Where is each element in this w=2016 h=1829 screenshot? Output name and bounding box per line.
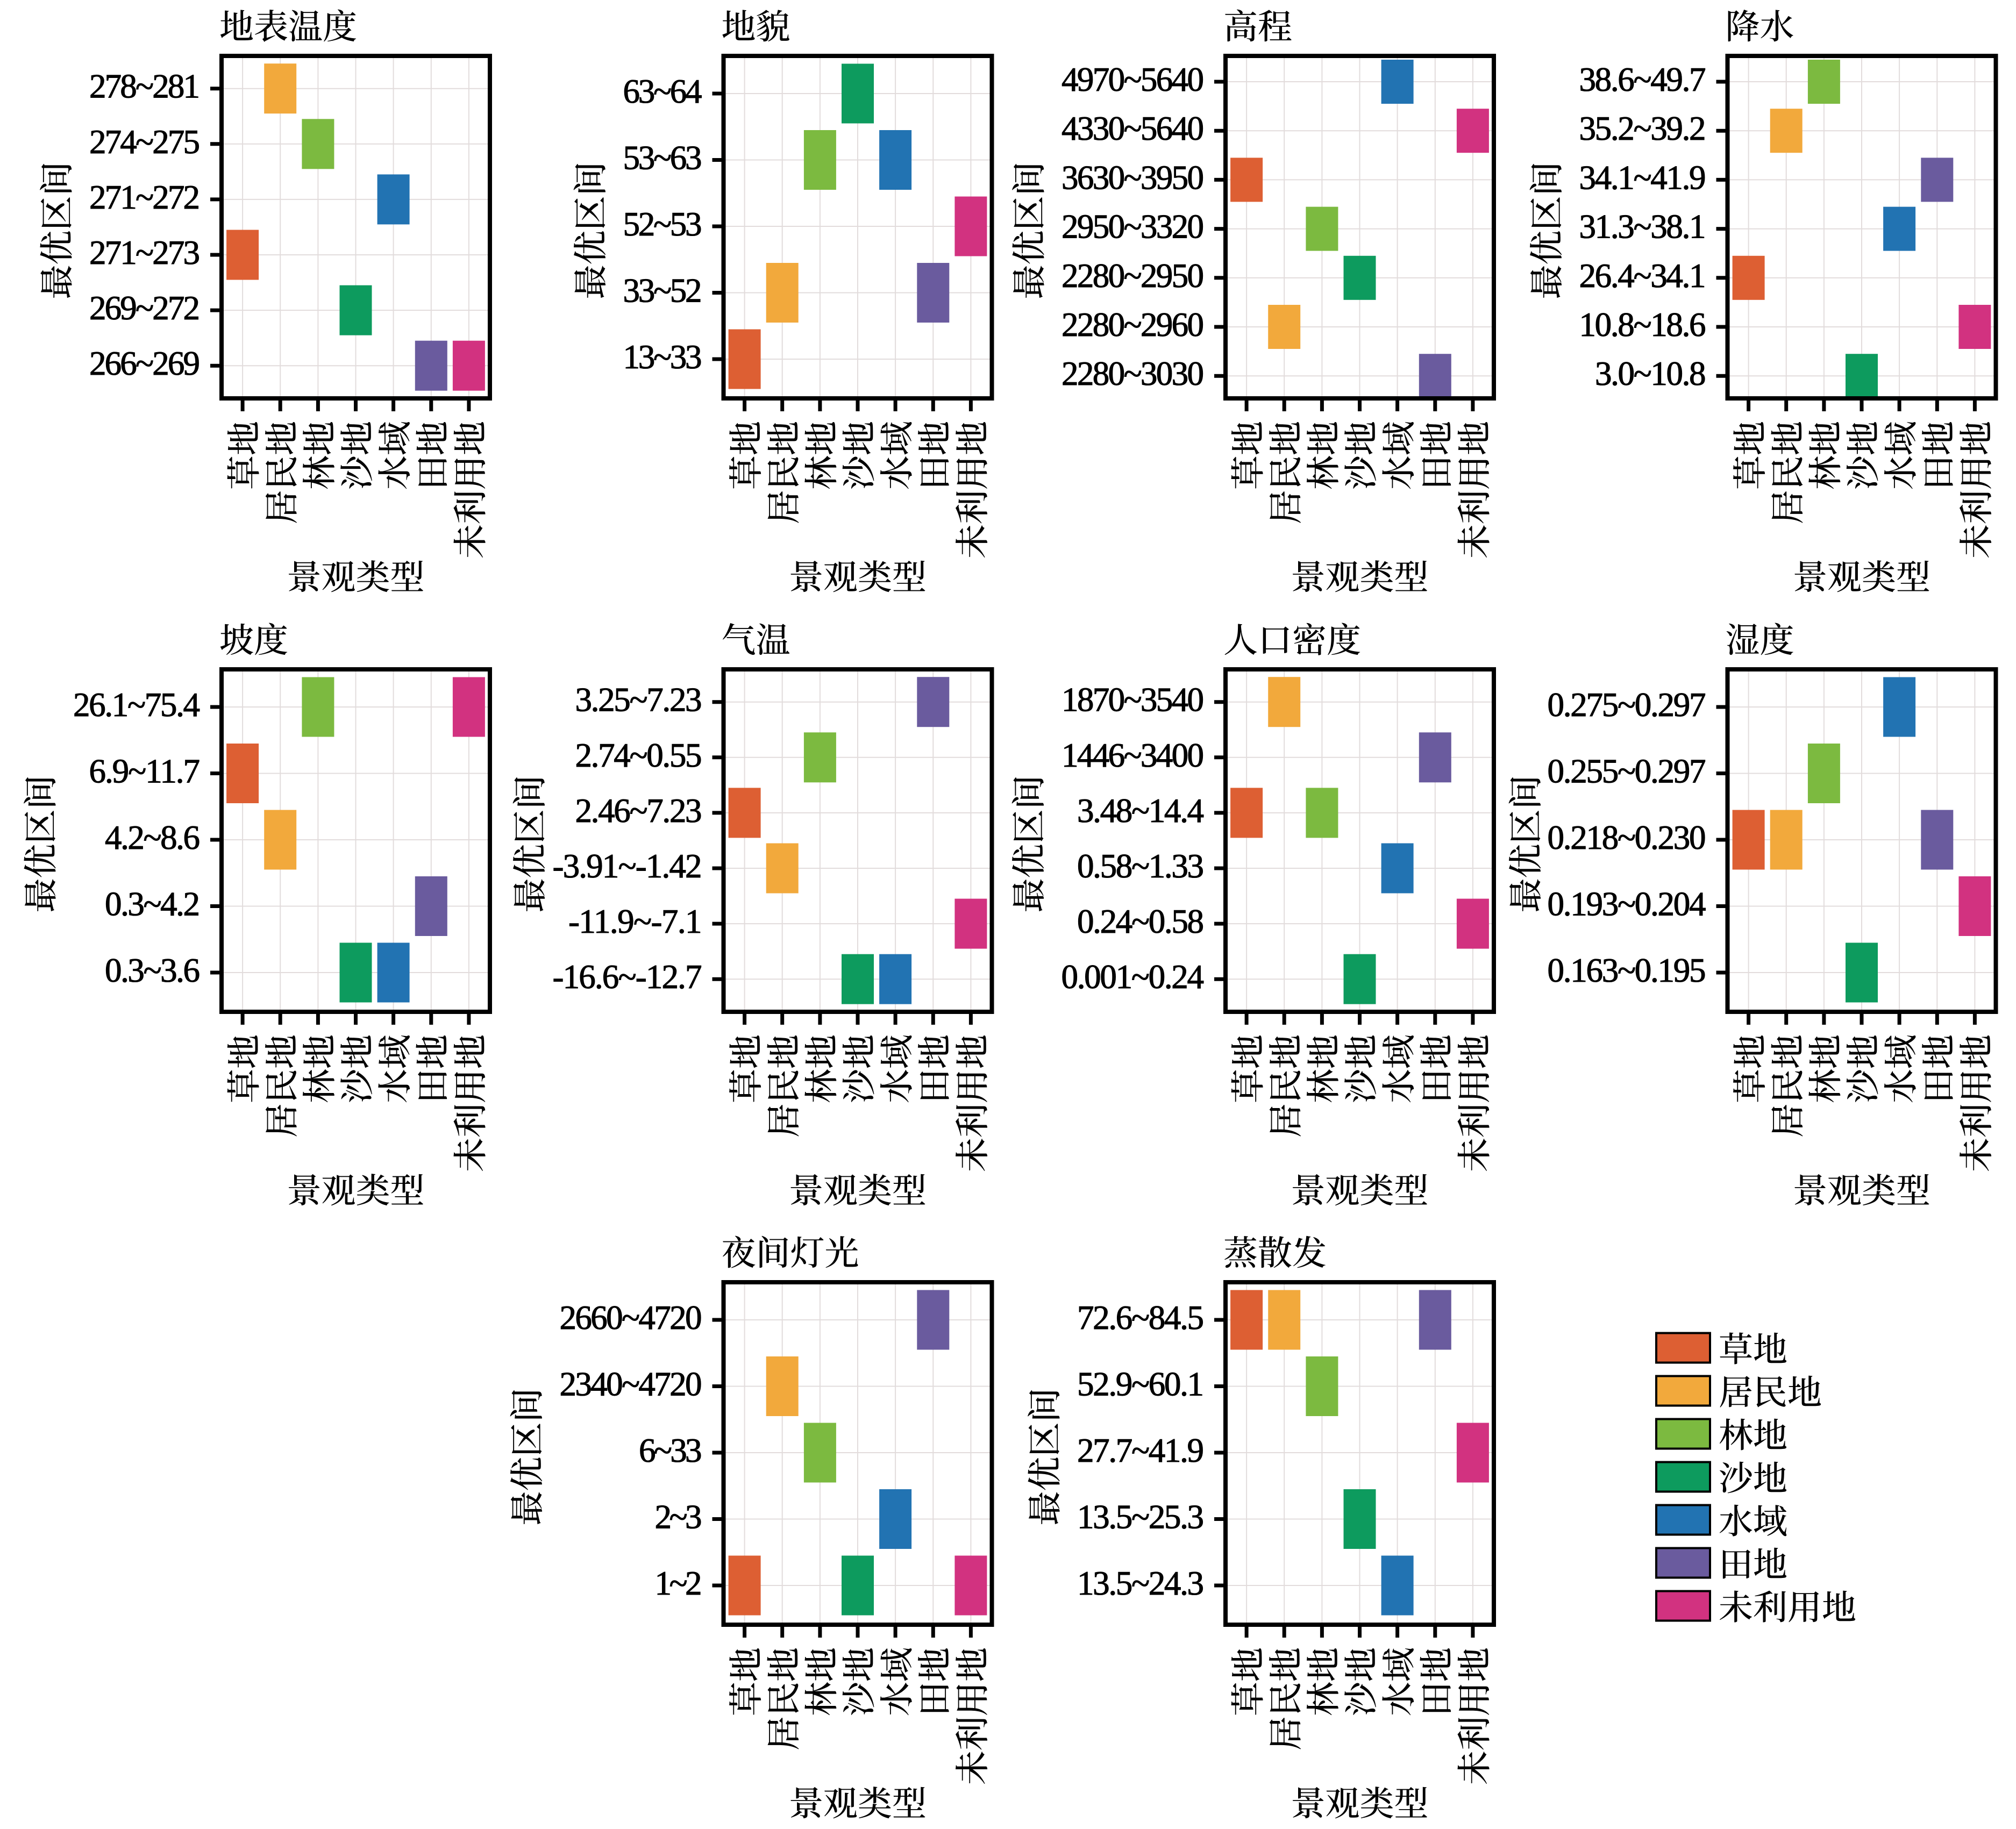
svg-text:0.193~0.204: 0.193~0.204 [1548, 885, 1706, 923]
svg-text:3.48~14.4: 3.48~14.4 [1077, 792, 1204, 830]
svg-text:2660~4720: 2660~4720 [560, 1299, 702, 1337]
svg-text:2280~3030: 2280~3030 [1062, 355, 1204, 392]
svg-text:0.255~0.297: 0.255~0.297 [1548, 753, 1706, 790]
svg-text:33~52: 33~52 [623, 272, 702, 310]
svg-text:0.3~4.2: 0.3~4.2 [105, 885, 200, 923]
svg-text:52.9~60.1: 52.9~60.1 [1077, 1366, 1204, 1403]
svg-text:2280~2960: 2280~2960 [1062, 306, 1204, 344]
svg-text:2~3: 2~3 [655, 1498, 702, 1536]
svg-text:2.46~7.23: 2.46~7.23 [575, 792, 702, 830]
svg-text:6.9~11.7: 6.9~11.7 [89, 753, 201, 790]
svg-text:0.3~3.6: 0.3~3.6 [105, 952, 200, 989]
svg-text:34.1~41.9: 34.1~41.9 [1579, 159, 1706, 196]
svg-text:278~281: 278~281 [89, 68, 200, 105]
svg-text:0.24~0.58: 0.24~0.58 [1077, 903, 1204, 940]
svg-text:31.3~38.1: 31.3~38.1 [1579, 208, 1706, 246]
svg-text:3.0~10.8: 3.0~10.8 [1595, 355, 1706, 392]
svg-text:-16.6~-12.7: -16.6~-12.7 [553, 958, 702, 996]
svg-text:269~272: 269~272 [89, 289, 200, 327]
svg-text:3.25~7.23: 3.25~7.23 [575, 681, 702, 719]
svg-text:13~33: 13~33 [623, 338, 702, 376]
svg-text:1870~3540: 1870~3540 [1062, 681, 1204, 719]
svg-text:6~33: 6~33 [639, 1432, 702, 1469]
svg-text:2280~2950: 2280~2950 [1062, 257, 1204, 295]
svg-text:4.2~8.6: 4.2~8.6 [105, 819, 200, 856]
svg-text:35.2~39.2: 35.2~39.2 [1579, 110, 1706, 147]
svg-text:4330~5640: 4330~5640 [1062, 110, 1204, 147]
svg-text:271~273: 271~273 [89, 234, 200, 272]
svg-text:52~53: 52~53 [623, 205, 702, 243]
svg-text:274~275: 274~275 [89, 123, 200, 161]
svg-text:1446~3400: 1446~3400 [1062, 737, 1204, 774]
svg-text:0.163~0.195: 0.163~0.195 [1548, 952, 1706, 989]
svg-text:53~63: 53~63 [623, 139, 702, 177]
svg-text:-11.9~-7.1: -11.9~-7.1 [568, 903, 702, 940]
svg-text:4970~5640: 4970~5640 [1062, 61, 1204, 98]
svg-text:13.5~25.3: 13.5~25.3 [1077, 1498, 1204, 1536]
svg-text:63~64: 63~64 [623, 73, 702, 110]
svg-text:0.275~0.297: 0.275~0.297 [1548, 686, 1706, 724]
svg-text:38.6~49.7: 38.6~49.7 [1579, 61, 1706, 98]
svg-text:0.58~1.33: 0.58~1.33 [1077, 847, 1204, 885]
svg-text:2.74~0.55: 2.74~0.55 [575, 737, 702, 774]
svg-text:26.4~34.1: 26.4~34.1 [1579, 257, 1706, 295]
svg-text:2950~3320: 2950~3320 [1062, 208, 1204, 246]
svg-text:0.001~0.24: 0.001~0.24 [1062, 958, 1205, 996]
svg-text:2340~4720: 2340~4720 [560, 1366, 702, 1403]
svg-text:26.1~75.4: 26.1~75.4 [73, 686, 200, 724]
svg-text:1~2: 1~2 [655, 1564, 702, 1602]
svg-text:13.5~24.3: 13.5~24.3 [1077, 1564, 1204, 1602]
svg-text:266~269: 266~269 [89, 345, 200, 382]
svg-text:72.6~84.5: 72.6~84.5 [1077, 1299, 1204, 1337]
svg-text:271~272: 271~272 [89, 178, 200, 216]
svg-text:10.8~18.6: 10.8~18.6 [1579, 306, 1706, 344]
svg-text:-3.91~-1.42: -3.91~-1.42 [553, 847, 702, 885]
svg-text:3630~3950: 3630~3950 [1062, 159, 1204, 196]
svg-text:27.7~41.9: 27.7~41.9 [1077, 1432, 1204, 1469]
svg-text:0.218~0.230: 0.218~0.230 [1548, 819, 1706, 856]
